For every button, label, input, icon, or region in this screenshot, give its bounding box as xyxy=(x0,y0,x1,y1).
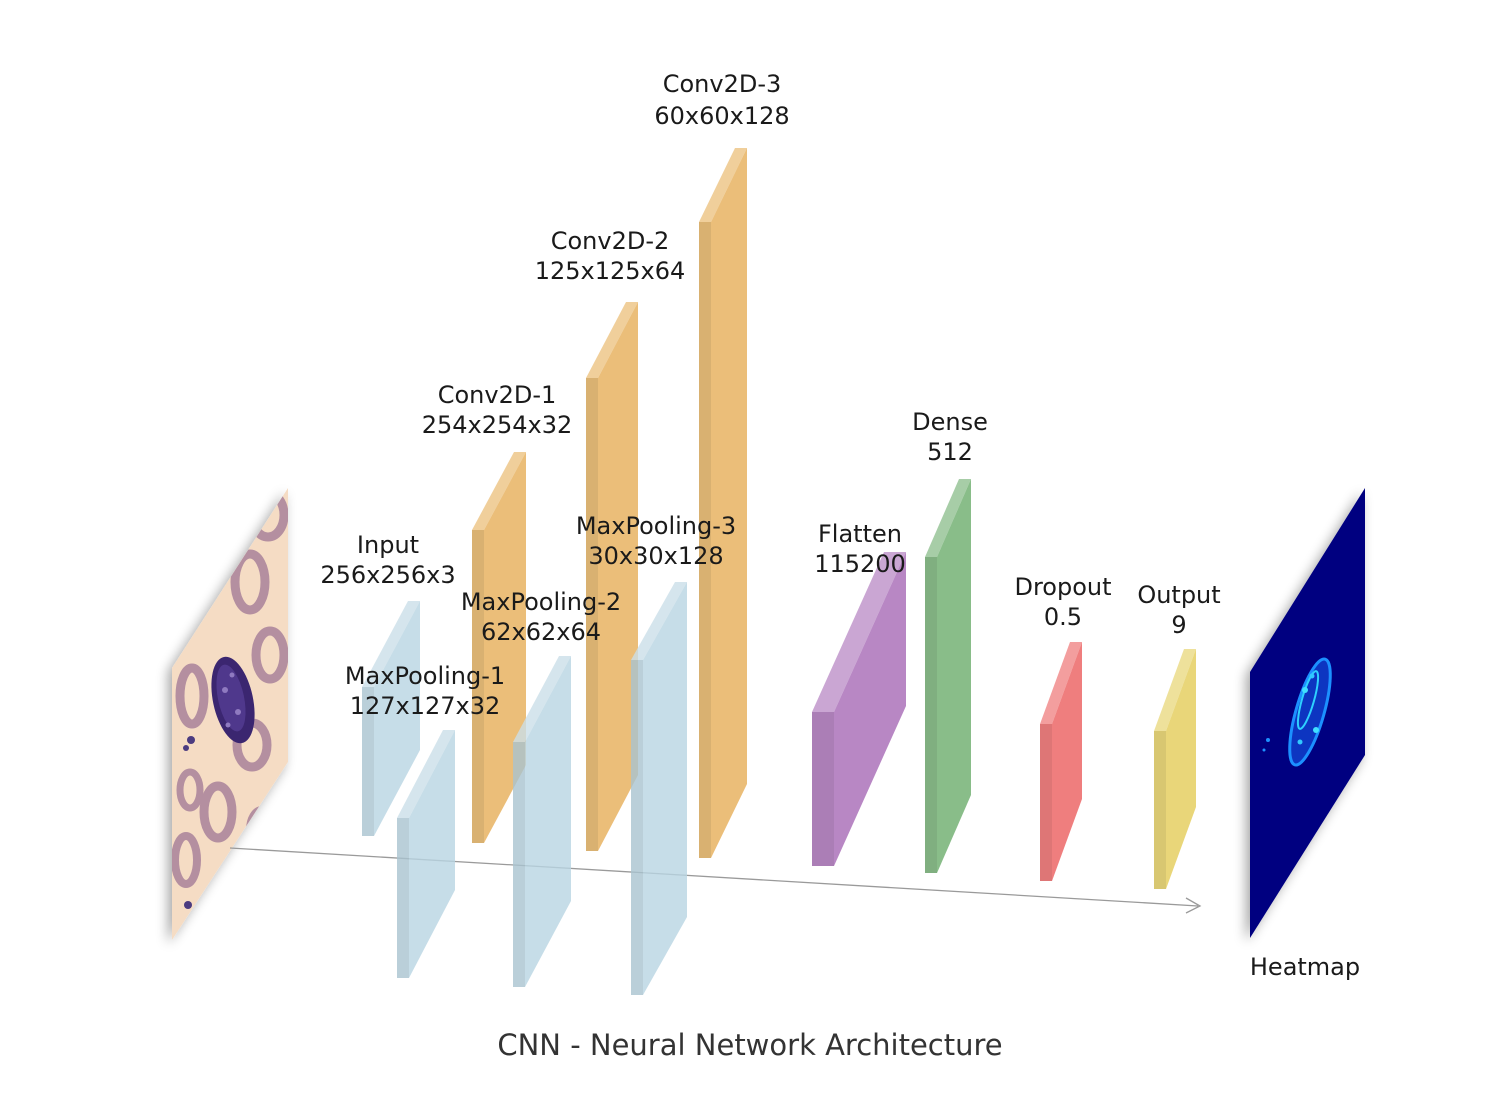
layer-label-name: MaxPooling-2 xyxy=(461,588,621,616)
heatmap-hotspot xyxy=(1262,657,1332,767)
layer-label-name: Dropout xyxy=(1014,573,1111,601)
layer-flatten-front xyxy=(812,712,834,866)
input-image xyxy=(172,488,288,940)
layer-maxpool2 xyxy=(513,656,571,987)
layer-label-size: 60x60x128 xyxy=(654,102,789,130)
diagram-title: CNN - Neural Network Architecture xyxy=(497,1028,1002,1062)
layer-label-name: Conv2D-2 xyxy=(551,227,670,255)
layer-maxpool3-side xyxy=(643,582,687,995)
layer-label-size: 127x127x32 xyxy=(350,692,501,720)
layer-label-name: Conv2D-3 xyxy=(663,70,782,98)
layer-input-top xyxy=(362,601,420,687)
layer-label-size: 254x254x32 xyxy=(422,411,573,439)
layer-output-top xyxy=(1154,649,1196,731)
layer-conv3-front xyxy=(699,222,711,858)
layer-conv1-front xyxy=(472,530,484,843)
layer-label-size: 115200 xyxy=(814,550,906,578)
layer-input xyxy=(362,601,420,836)
layer-label-name: Dense xyxy=(912,408,988,436)
layer-conv2-side xyxy=(598,302,638,851)
layer-maxpool1-side xyxy=(409,730,455,978)
layer-input-side xyxy=(374,601,420,836)
stained-cell xyxy=(211,656,255,744)
layer-label-size: 9 xyxy=(1171,611,1186,639)
layer-dense-top xyxy=(925,479,971,557)
layer-maxpool1 xyxy=(397,730,455,978)
layer-label-name: Flatten xyxy=(818,520,902,548)
layer-flatten-side xyxy=(834,552,906,866)
layer-label-size: 30x30x128 xyxy=(588,542,723,570)
layer-output-front xyxy=(1154,731,1166,889)
layer-maxpool2-side xyxy=(525,656,571,987)
layer-output-side xyxy=(1166,649,1196,889)
layer-output xyxy=(1154,649,1196,889)
layer-maxpool2-front xyxy=(513,742,525,987)
layer-label-size: 0.5 xyxy=(1044,603,1082,631)
layer-conv1-top xyxy=(472,452,526,530)
layer-flatten-top xyxy=(812,552,906,712)
layer-conv2-front xyxy=(586,378,598,851)
layer-conv3-top xyxy=(699,148,747,222)
layer-dropout-top xyxy=(1040,642,1082,724)
layer-label-name: Input xyxy=(357,531,419,559)
layer-label-name: Conv2D-1 xyxy=(438,381,557,409)
layer-maxpool2-top xyxy=(513,656,571,742)
layer-maxpool1-top xyxy=(397,730,455,818)
layer-flatten xyxy=(812,552,906,866)
flow-arrow xyxy=(229,847,1202,914)
layer-label-size: 62x62x64 xyxy=(481,618,601,646)
layer-conv3-side xyxy=(711,148,747,858)
layer-label-name: Output xyxy=(1137,581,1220,609)
layer-maxpool3 xyxy=(631,582,687,995)
layer-maxpool1-front xyxy=(397,818,409,978)
layer-maxpool3-front xyxy=(631,660,643,995)
layer-dense-front xyxy=(925,557,937,873)
layer-label-name: MaxPooling-1 xyxy=(345,662,505,690)
layer-conv3 xyxy=(699,148,747,858)
output-heatmap xyxy=(1250,488,1365,938)
layer-maxpool3-top xyxy=(631,582,687,660)
layer-dropout-side xyxy=(1052,642,1082,881)
layer-label-size: 125x125x64 xyxy=(535,257,686,285)
layer-dropout-front xyxy=(1040,724,1052,881)
layer-label-size: 256x256x3 xyxy=(320,561,455,589)
layer-label-name: MaxPooling-3 xyxy=(576,512,736,540)
layer-dropout xyxy=(1040,642,1082,881)
heatmap-label: Heatmap xyxy=(1250,953,1360,981)
layer-input-front xyxy=(362,687,374,836)
layers xyxy=(362,148,1196,995)
layer-dense-side xyxy=(937,479,971,873)
layer-label-size: 512 xyxy=(927,438,973,466)
layer-conv2 xyxy=(586,302,638,851)
layer-conv2-top xyxy=(586,302,638,378)
layer-dense xyxy=(925,479,971,873)
